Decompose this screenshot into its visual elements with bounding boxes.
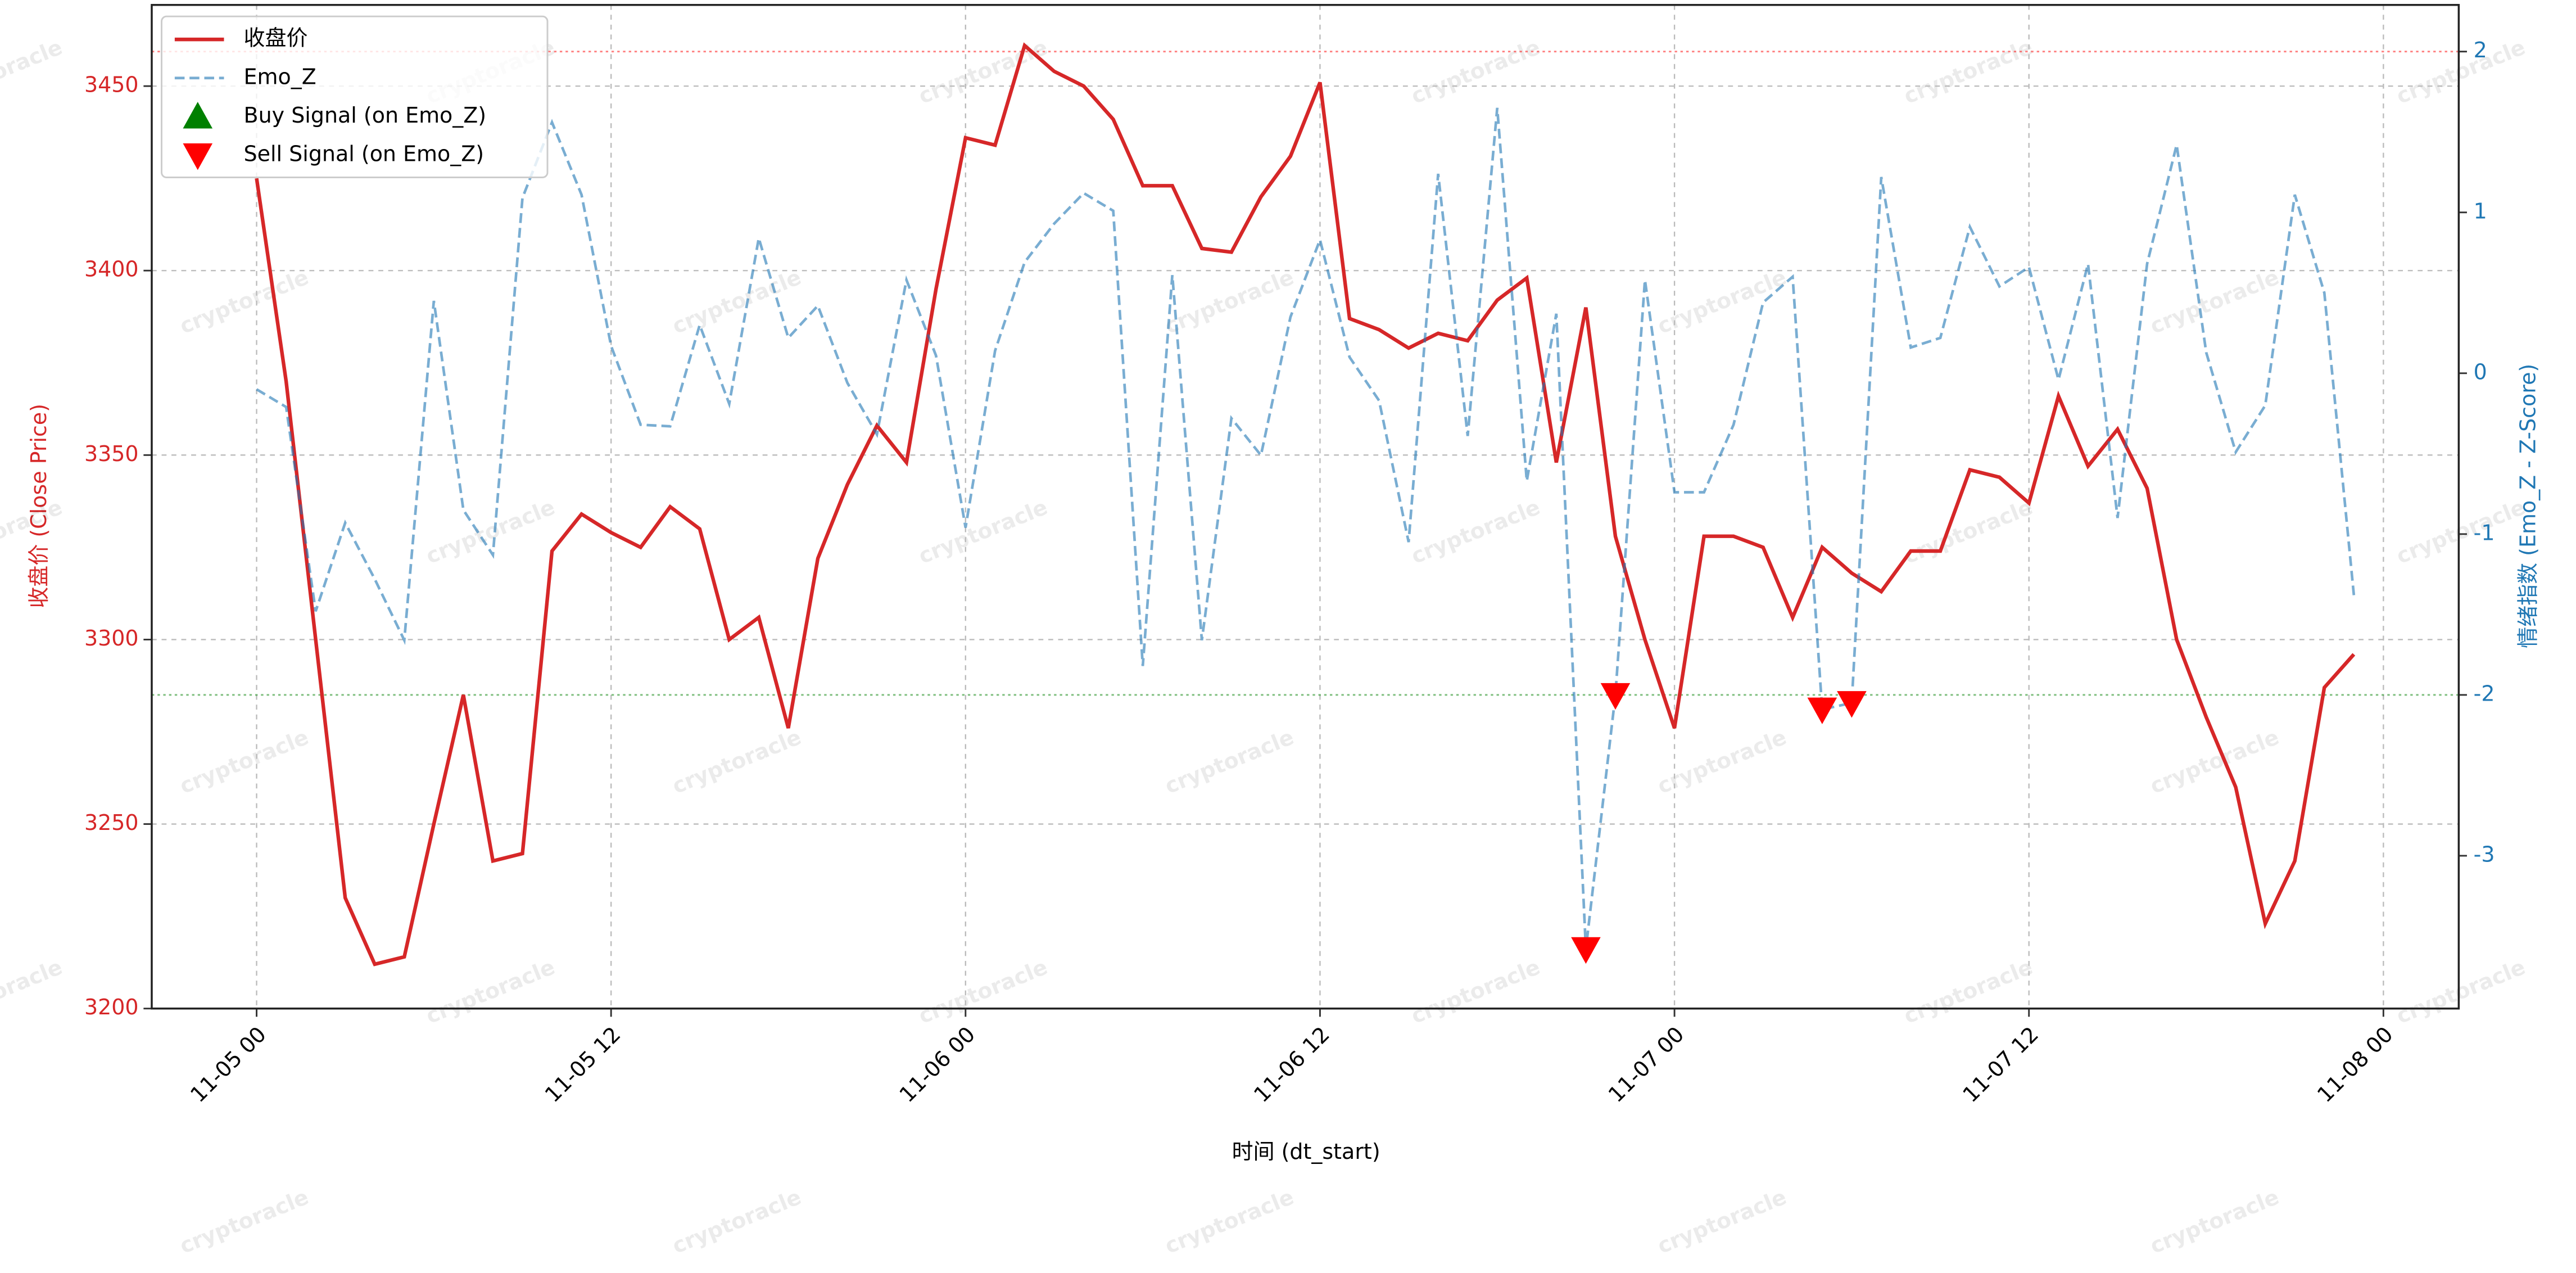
x-tick-label: 11-07 12 <box>1958 1022 2043 1107</box>
y-tick-label: 3250 <box>84 810 139 835</box>
watermark: cryptoracle <box>176 1184 312 1258</box>
watermark: cryptoracle <box>423 954 559 1028</box>
signal-marker <box>1807 697 1837 724</box>
watermark: cryptoracle <box>0 954 66 1028</box>
watermark: cryptoracle <box>1161 1184 1297 1258</box>
y2-tick-label: 0 <box>2474 359 2487 384</box>
x-tick-label: 11-08 00 <box>2312 1022 2398 1107</box>
x-tick-label: 11-05 00 <box>185 1022 271 1107</box>
watermark: cryptoracle <box>1900 954 2036 1028</box>
watermark: cryptoracle <box>1407 954 1543 1028</box>
watermark: cryptoracle <box>915 954 1051 1028</box>
watermark: cryptoracle <box>669 724 805 798</box>
watermark: cryptoracle <box>2393 35 2529 109</box>
x-tick-label: 11-06 12 <box>1249 1022 1334 1107</box>
watermark: cryptoracle <box>1407 35 1543 109</box>
y-axis-label: 收盘价 (Close Price) <box>26 404 51 608</box>
x-tick-label: 11-07 00 <box>1604 1022 1689 1107</box>
x-tick-label: 11-06 00 <box>894 1022 980 1107</box>
watermark: cryptoracle <box>1161 265 1297 339</box>
legend-label: Buy Signal (on Emo_Z) <box>244 103 487 128</box>
watermark: cryptoracle <box>1407 494 1543 568</box>
watermark: cryptoracle <box>2393 494 2529 568</box>
y-tick-label: 3350 <box>84 441 139 466</box>
watermark: cryptoracle <box>0 35 66 109</box>
y2-tick-label: 1 <box>2474 198 2487 223</box>
watermark: cryptoracle <box>2393 954 2529 1028</box>
legend-box <box>161 15 549 178</box>
watermark: cryptoracle <box>176 265 312 339</box>
signal-marker <box>1571 937 1601 964</box>
y-tick-label: 3400 <box>84 257 139 282</box>
watermark: cryptoracle <box>1161 724 1297 798</box>
signal-marker <box>1600 683 1631 710</box>
y-tick-label: 3300 <box>84 626 139 651</box>
watermark: cryptoracle <box>1900 35 2036 109</box>
x-axis-label: 时间 (dt_start) <box>1232 1139 1380 1164</box>
series-line <box>256 107 2356 950</box>
watermark: cryptoracle <box>2147 265 2283 339</box>
watermark: cryptoracle <box>2147 1184 2283 1258</box>
legend-label: Emo_Z <box>244 64 316 89</box>
watermark: cryptoracle <box>176 724 312 798</box>
watermark: cryptoracle <box>1900 494 2036 568</box>
plot-frame <box>151 4 2460 1010</box>
legend-label: 收盘价 <box>244 26 308 51</box>
watermark: cryptoracle <box>423 494 559 568</box>
legend-label: Sell Signal (on Emo_Z) <box>244 142 485 166</box>
signal-marker <box>1837 691 1867 718</box>
y-tick-label: 3450 <box>84 73 139 97</box>
y2-tick-label: -2 <box>2474 681 2495 706</box>
legend-marker <box>183 143 213 170</box>
y-tick-label: 3200 <box>84 995 139 1019</box>
watermark: cryptoracle <box>915 35 1051 109</box>
watermark: cryptoracle <box>915 494 1051 568</box>
x-tick-label: 11-05 12 <box>540 1022 626 1107</box>
y2-tick-label: -1 <box>2474 520 2495 545</box>
series-line <box>255 42 2356 967</box>
legend-marker <box>183 102 213 129</box>
y2-tick-label: 2 <box>2474 38 2487 62</box>
watermark: cryptoracle <box>1654 1184 1790 1258</box>
watermark: cryptoracle <box>669 1184 805 1258</box>
y2-tick-label: -3 <box>2474 842 2495 866</box>
y2-axis-label: 情绪指数 (Emo_Z - Z-Score) <box>2515 364 2540 648</box>
